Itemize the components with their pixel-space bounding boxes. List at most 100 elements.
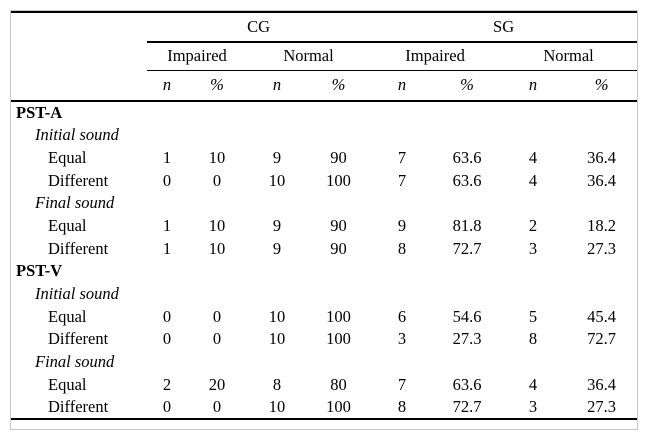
subgroup-header-sg-normal: Normal <box>500 42 637 71</box>
data-row: Different 1 10 9 90 8 72.7 3 27.3 <box>11 237 637 260</box>
data-cell: 3 <box>528 238 538 258</box>
data-cell: 72.7 <box>452 238 482 258</box>
data-cell: 1 <box>162 238 172 258</box>
data-cell: 10 <box>208 215 226 235</box>
data-cell: 4 <box>528 170 538 190</box>
measure-header-row: n % n % n % n % <box>11 70 637 102</box>
data-cell: 4 <box>528 374 538 394</box>
subsection-row: Final sound <box>11 192 637 215</box>
data-cell: 9 <box>272 215 282 235</box>
data-cell: 90 <box>330 215 347 235</box>
subgroup-header-row: Impaired Normal Impaired Normal <box>11 42 637 71</box>
data-cell: 45.4 <box>587 306 616 326</box>
section-label-pst-v: PST-V <box>16 261 63 281</box>
measure-header-n: n <box>370 70 435 102</box>
subgroup-header-cg-impaired: Impaired <box>147 42 247 71</box>
data-cell: 36.4 <box>587 147 616 167</box>
data-cell: 27.3 <box>587 238 616 258</box>
header-spacer <box>11 12 147 42</box>
data-row: Different 0 0 10 100 7 63.6 4 36.4 <box>11 169 637 192</box>
measure-header-n: n <box>247 70 307 102</box>
measure-header-pct: % <box>434 70 501 102</box>
data-cell: 2 <box>528 215 538 235</box>
subgroup-header-cg-normal: Normal <box>247 42 371 71</box>
subsection-label-final-sound: Final sound <box>35 193 115 213</box>
data-cell: 18.2 <box>587 215 616 235</box>
data-cell: 63.6 <box>452 170 482 190</box>
data-cell: 20 <box>208 374 226 394</box>
data-cell: 8 <box>397 238 407 258</box>
data-cell: 9 <box>272 147 282 167</box>
section-row: PST-A <box>11 101 637 124</box>
group-header-row: CG SG <box>11 12 637 43</box>
row-label-different: Different <box>48 238 109 258</box>
header-spacer <box>11 42 147 70</box>
data-cell: 0 <box>212 170 222 190</box>
data-cell: 8 <box>272 374 282 394</box>
data-cell: 2 <box>162 374 172 394</box>
data-row: Equal 1 10 9 90 9 81.8 2 18.2 <box>11 214 637 237</box>
data-cell: 90 <box>330 147 347 167</box>
data-cell: 0 <box>162 329 172 349</box>
group-header-cg: CG <box>147 12 371 43</box>
data-cell: 72.7 <box>587 329 616 349</box>
row-label-different: Different <box>48 396 109 416</box>
data-cell: 90 <box>330 238 347 258</box>
data-cell: 9 <box>397 215 407 235</box>
measure-header-pct: % <box>307 70 371 102</box>
data-cell: 10 <box>268 396 286 416</box>
subsection-label-initial-sound: Initial sound <box>35 283 119 303</box>
subgroup-header-sg-impaired: Impaired <box>370 42 501 71</box>
data-cell: 54.6 <box>452 306 482 326</box>
data-row: Different 0 0 10 100 8 72.7 3 27.3 <box>11 396 637 419</box>
data-cell: 100 <box>326 170 351 190</box>
data-cell: 100 <box>326 396 351 416</box>
data-cell: 10 <box>268 306 286 326</box>
data-cell: 0 <box>162 170 172 190</box>
data-cell: 81.8 <box>452 215 482 235</box>
header-spacer <box>11 70 147 102</box>
data-cell: 63.6 <box>452 374 482 394</box>
data-cell: 8 <box>397 396 407 416</box>
data-cell: 1 <box>162 147 172 167</box>
subsection-label-initial-sound: Initial sound <box>35 125 119 145</box>
data-row: Equal 0 0 10 100 6 54.6 5 45.4 <box>11 305 637 328</box>
data-cell: 27.3 <box>452 329 482 349</box>
data-cell: 36.4 <box>587 170 616 190</box>
data-row: Equal 2 20 8 80 7 63.6 4 36.4 <box>11 373 637 396</box>
data-cell: 1 <box>162 215 172 235</box>
data-cell: 10 <box>268 329 286 349</box>
section-label-pst-a: PST-A <box>16 102 63 122</box>
data-row: Different 0 0 10 100 3 27.3 8 72.7 <box>11 328 637 351</box>
table-figure-frame: CG SG Impaired Normal Impaired Normal n … <box>10 10 638 430</box>
data-cell: 7 <box>397 147 407 167</box>
row-label-different: Different <box>48 170 109 190</box>
row-label-equal: Equal <box>48 147 87 167</box>
data-row: Equal 1 10 9 90 7 63.6 4 36.4 <box>11 146 637 169</box>
data-cell: 36.4 <box>587 374 616 394</box>
subsection-row: Initial sound <box>11 283 637 306</box>
row-label-equal: Equal <box>48 374 87 394</box>
data-cell: 4 <box>528 147 538 167</box>
row-label-equal: Equal <box>48 306 87 326</box>
data-cell: 10 <box>208 238 226 258</box>
data-cell: 0 <box>212 329 222 349</box>
data-cell: 0 <box>162 306 172 326</box>
data-cell: 0 <box>162 396 172 416</box>
data-cell: 7 <box>397 374 407 394</box>
data-cell: 10 <box>208 147 226 167</box>
data-cell: 10 <box>268 170 286 190</box>
group-header-sg: SG <box>370 12 637 43</box>
data-cell: 27.3 <box>587 396 616 416</box>
data-cell: 9 <box>272 238 282 258</box>
measure-header-pct: % <box>566 70 637 102</box>
data-cell: 6 <box>397 306 407 326</box>
data-cell: 0 <box>212 396 222 416</box>
measure-header-pct: % <box>187 70 247 102</box>
subsection-label-final-sound: Final sound <box>35 352 115 371</box>
results-table: CG SG Impaired Normal Impaired Normal n … <box>11 11 637 420</box>
measure-header-n: n <box>147 70 187 102</box>
data-cell: 100 <box>326 329 351 349</box>
data-cell: 7 <box>397 170 407 190</box>
data-cell: 80 <box>330 374 347 394</box>
